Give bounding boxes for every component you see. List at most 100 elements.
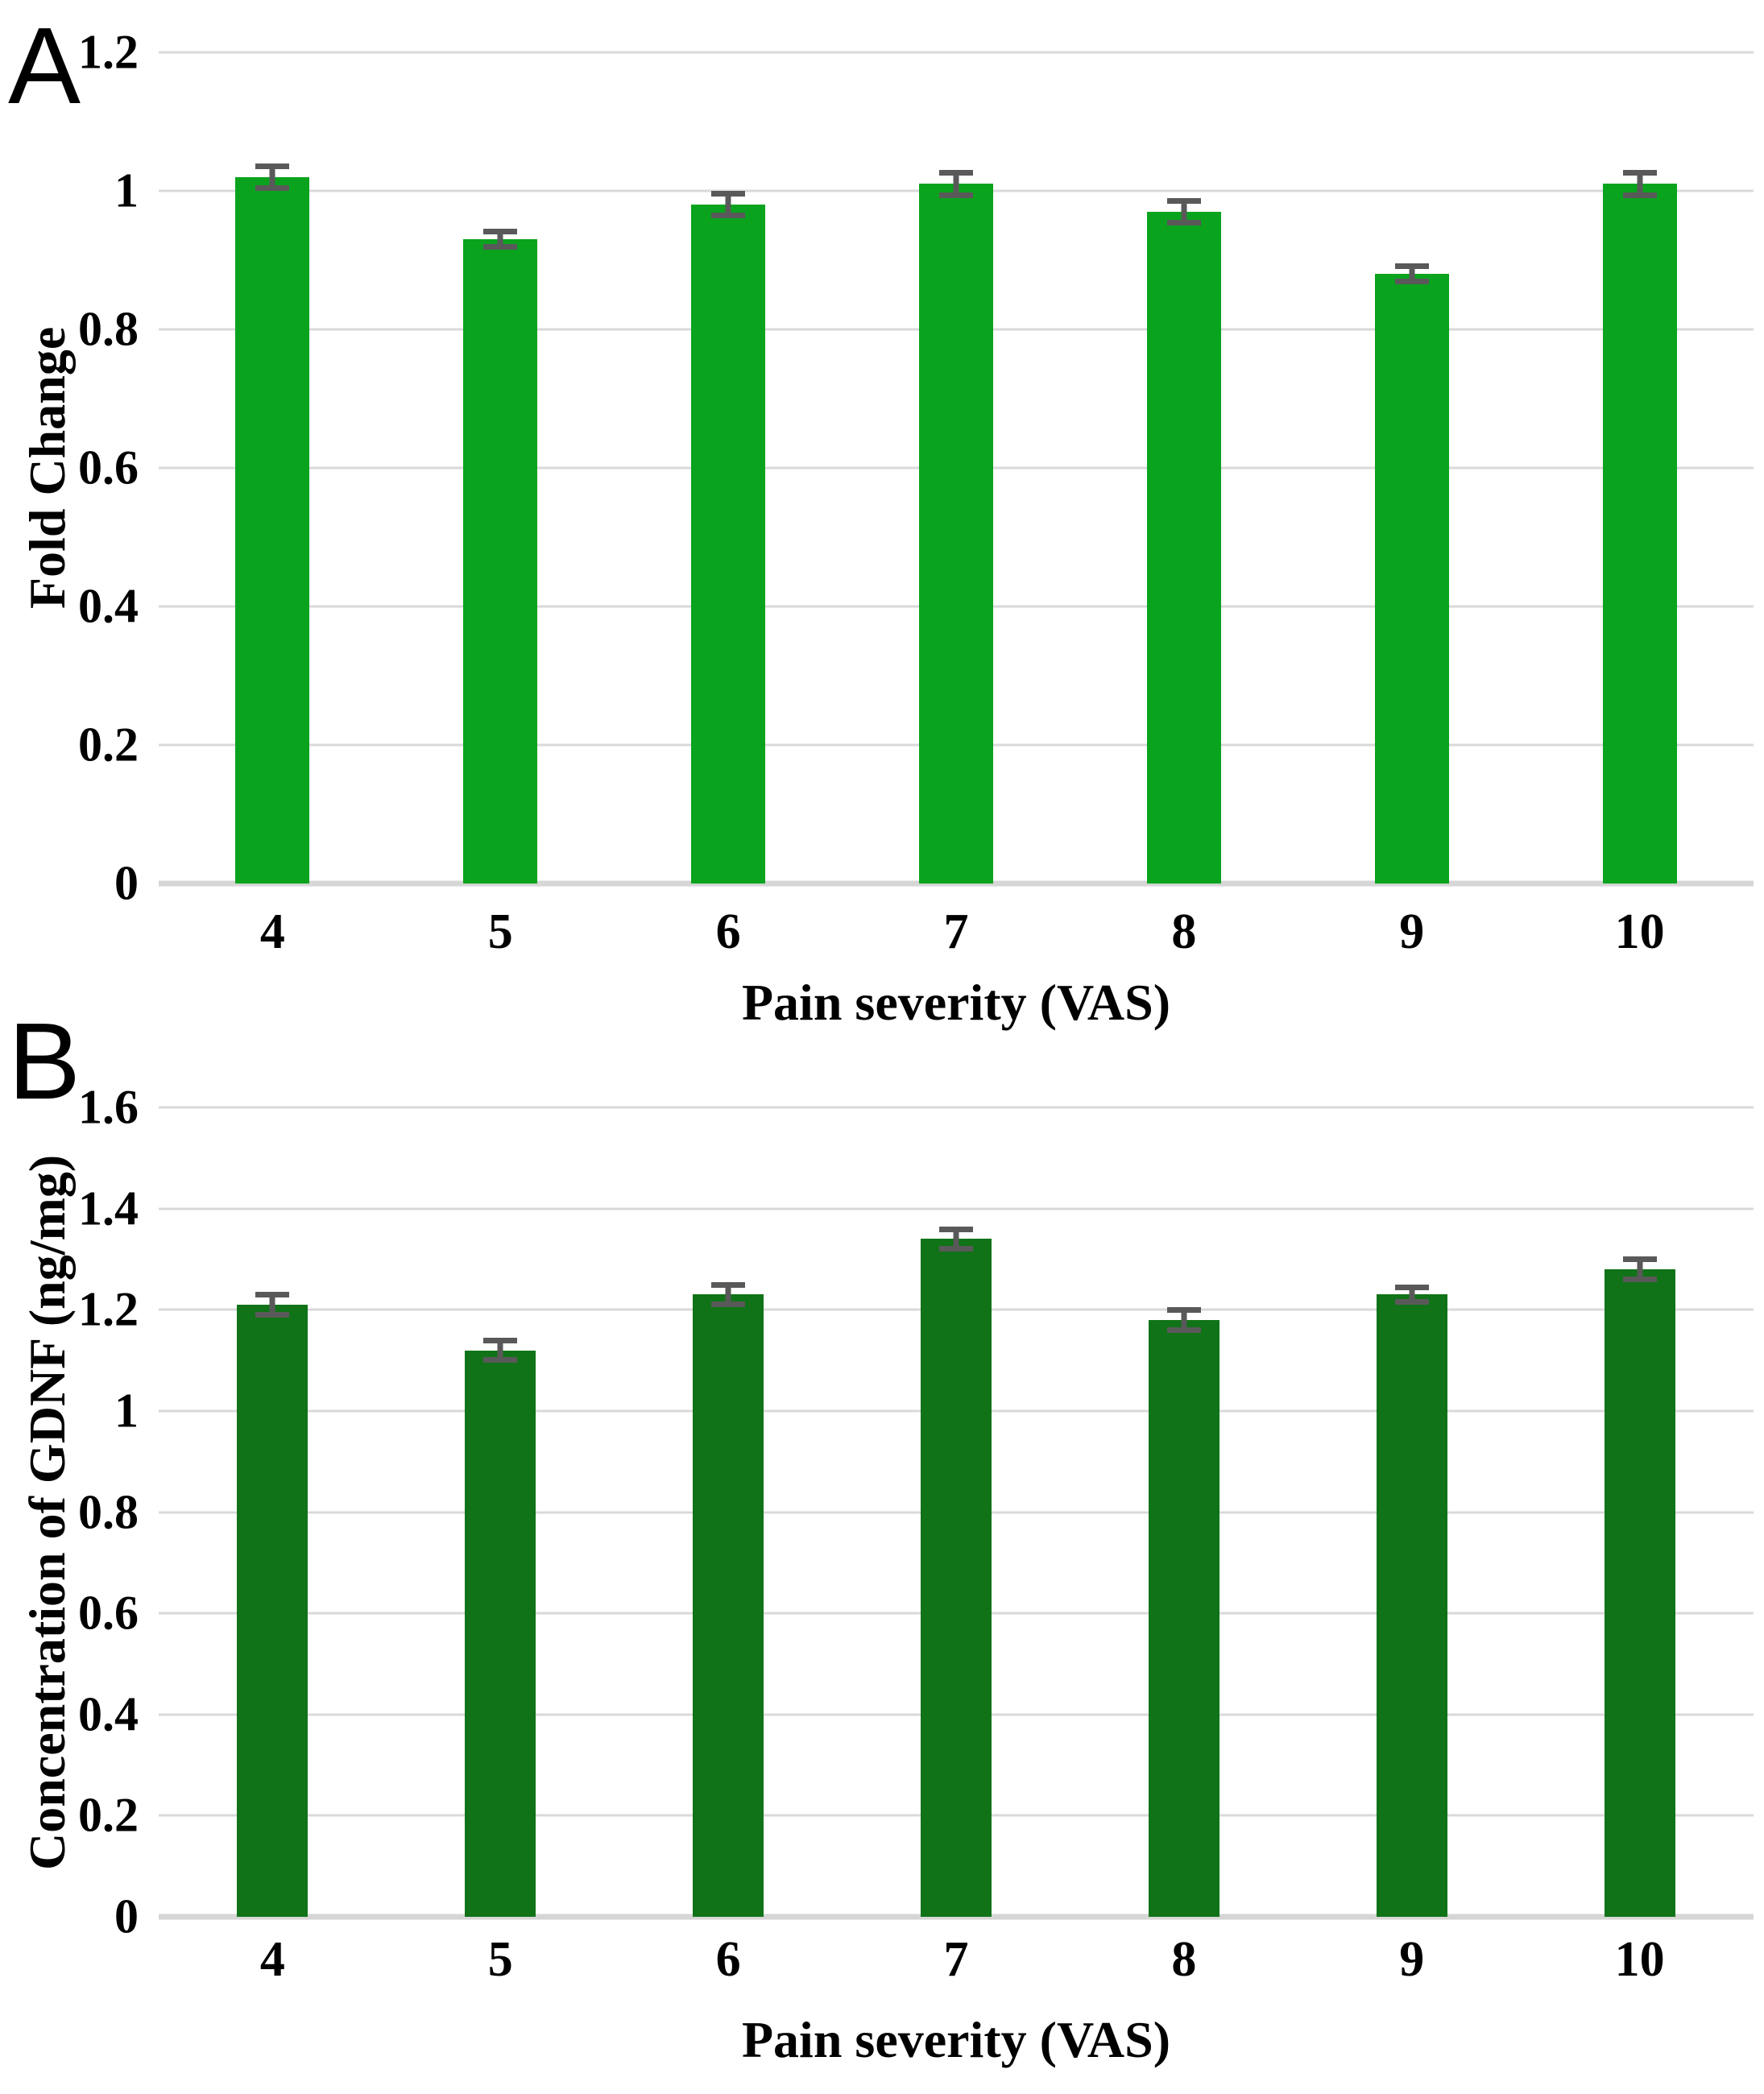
error-bar-line — [269, 1292, 275, 1318]
bar-vas-6 — [691, 205, 766, 884]
error-bar-vas-6 — [711, 191, 746, 219]
x-tick-label: 8 — [1171, 1932, 1197, 1987]
bar-slot-vas-5 — [387, 1107, 615, 1917]
bar-vas-8 — [1148, 1319, 1219, 1917]
error-bar-bottom-cap — [1166, 1326, 1201, 1333]
error-bar-bottom-cap — [1394, 1298, 1429, 1305]
x-tick-label: 6 — [715, 904, 741, 959]
error-bar-line — [1409, 1284, 1415, 1305]
error-bar-line — [497, 229, 503, 250]
bar-vas-8 — [1146, 211, 1221, 884]
error-bar-bottom-cap — [483, 244, 518, 250]
bar-slot-vas-9 — [1298, 52, 1526, 884]
y-tick-label: 0.6 — [78, 441, 139, 495]
error-bar-vas-4 — [255, 163, 290, 191]
error-bar-line — [1637, 1256, 1643, 1282]
y-tick-label: 0 — [114, 1889, 139, 1943]
error-bar-vas-5 — [483, 1337, 518, 1364]
x-tick-label: 7 — [943, 1932, 969, 1987]
error-bar-bottom-cap — [1622, 1276, 1657, 1282]
error-bar-line — [1637, 170, 1643, 198]
y-tick-label: 1 — [114, 163, 139, 217]
x-tick-label: 7 — [943, 904, 969, 959]
error-bar-vas-7 — [939, 170, 973, 198]
error-bar-vas-5 — [483, 229, 518, 250]
bar-vas-4 — [235, 176, 310, 884]
bar-vas-7 — [921, 1239, 992, 1917]
error-bar-vas-8 — [1166, 197, 1201, 226]
bar-vas-7 — [919, 184, 993, 884]
bar-series — [159, 52, 1754, 884]
y-tick-label: 0.6 — [78, 1586, 139, 1640]
panel-a-x-tick-labels: 4 5 6 7 8 9 10 — [159, 904, 1754, 961]
y-tick-label: 1.2 — [78, 1282, 139, 1336]
x-tick-label: 4 — [259, 904, 285, 959]
bar-slot-vas-7 — [843, 1107, 1070, 1917]
error-bar-vas-9 — [1394, 1284, 1429, 1305]
bar-slot-vas-9 — [1298, 1107, 1526, 1917]
panel-b-plot-area — [159, 1106, 1754, 1920]
bar-vas-9 — [1376, 1294, 1447, 1917]
y-tick-label: 0.4 — [78, 579, 139, 633]
bar-slot-vas-8 — [1070, 52, 1298, 884]
x-tick-label: 5 — [487, 904, 513, 959]
error-bar-bottom-cap — [711, 213, 746, 219]
x-tick-label: 4 — [259, 1932, 285, 1987]
y-tick-label: 0.2 — [78, 1788, 139, 1842]
error-bar-line — [1181, 197, 1187, 226]
y-tick-label: 0.4 — [78, 1687, 139, 1741]
panel-b-x-axis-title: Pain severity (VAS) — [741, 2011, 1171, 2068]
x-tick-label: 10 — [1614, 1932, 1665, 1987]
error-bar-vas-10 — [1622, 170, 1657, 198]
y-tick-label: 0.8 — [78, 302, 139, 356]
x-tick-label: 6 — [715, 1932, 741, 1987]
panel-a-plot-area — [159, 51, 1754, 887]
bar-slot-vas-6 — [615, 1107, 843, 1917]
error-bar-line — [1409, 263, 1415, 285]
error-bar-vas-10 — [1622, 1256, 1657, 1282]
error-bar-bottom-cap — [483, 1357, 518, 1364]
bar-slot-vas-10 — [1526, 52, 1754, 884]
error-bar-bottom-cap — [1394, 279, 1429, 285]
bar-vas-5 — [465, 1350, 536, 1917]
bar-slot-vas-6 — [615, 52, 843, 884]
x-tick-label: 8 — [1171, 904, 1197, 959]
x-tick-label: 9 — [1399, 1932, 1425, 1987]
bar-vas-4 — [237, 1304, 308, 1917]
panel-b-letter: B — [8, 1000, 81, 1122]
error-bar-vas-9 — [1394, 263, 1429, 285]
bar-vas-9 — [1374, 274, 1449, 884]
y-tick-label: 0 — [114, 856, 139, 910]
gridline — [159, 51, 1754, 54]
error-bar-vas-8 — [1166, 1307, 1201, 1333]
gridline — [159, 1207, 1754, 1210]
panel-a: A Fold Change 1.2 1 0.8 0.6 0.4 0.2 0 4 5 6 7 8 9 10… — [0, 0, 1764, 1031]
bar-slot-vas-8 — [1070, 1107, 1298, 1917]
error-bar-line — [725, 1281, 731, 1308]
error-bar-bottom-cap — [1166, 220, 1201, 226]
error-bar-line — [497, 1337, 503, 1364]
error-bar-bottom-cap — [939, 192, 973, 198]
bar-vas-6 — [693, 1294, 764, 1917]
y-tick-label: 0.2 — [78, 718, 139, 772]
gridline — [159, 1106, 1754, 1109]
error-bar-bottom-cap — [711, 1302, 746, 1308]
bar-vas-10 — [1604, 1269, 1675, 1917]
error-bar-vas-6 — [711, 1281, 746, 1308]
bar-vas-10 — [1602, 184, 1677, 884]
error-bar-line — [269, 163, 275, 191]
x-axis-line — [159, 1914, 1754, 1920]
bar-slot-vas-4 — [159, 1107, 387, 1917]
bar-slot-vas-7 — [843, 52, 1070, 884]
x-axis-line — [159, 880, 1754, 887]
error-bar-bottom-cap — [255, 1311, 290, 1318]
error-bar-vas-7 — [939, 1226, 973, 1252]
error-bar-line — [1181, 1307, 1187, 1333]
y-tick-label: 1.6 — [78, 1080, 139, 1134]
bar-series — [159, 1107, 1754, 1917]
error-bar-line — [725, 191, 731, 219]
y-tick-label: 1 — [114, 1384, 139, 1438]
error-bar-bottom-cap — [1622, 192, 1657, 198]
error-bar-vas-4 — [255, 1292, 290, 1318]
panel-a-y-tick-labels: 1.2 1 0.8 0.6 0.4 0.2 0 — [0, 26, 139, 910]
